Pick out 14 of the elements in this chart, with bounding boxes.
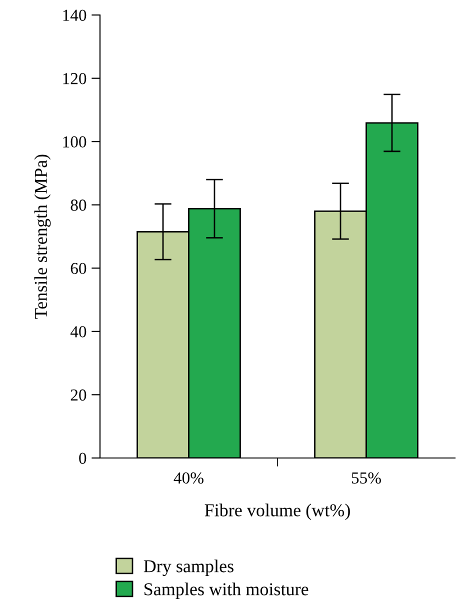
y-tick-label: 120 <box>63 72 86 84</box>
x-axis-title: Fibre volume (wt%) <box>204 504 350 520</box>
x-tick-label: 55% <box>352 472 381 484</box>
y-tick-label: 40 <box>70 326 86 338</box>
y-tick-label: 80 <box>70 200 86 211</box>
y-tick-label: 60 <box>70 262 86 274</box>
y-tick-label: 20 <box>70 389 86 401</box>
legend-label: Samples with moisture <box>144 582 308 600</box>
legend-label: Dry samples <box>144 560 234 576</box>
y-tick-label: 140 <box>63 10 86 21</box>
y-tick-label: 0 <box>79 452 86 464</box>
y-axis-title: Tensile strength (MPa) <box>34 154 51 319</box>
x-tick-label: 40% <box>174 472 204 484</box>
y-tick-label: 100 <box>63 136 86 148</box>
